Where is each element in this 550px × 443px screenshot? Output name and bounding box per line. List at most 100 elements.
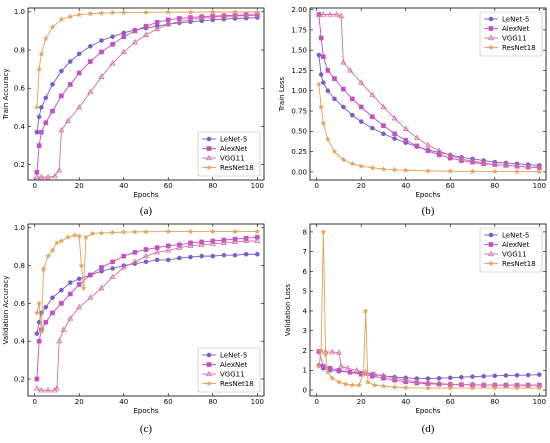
- chart-b-series-vgg11-point: [333, 11, 340, 17]
- chart-b-legend-entry-vgg11-marker: [488, 34, 494, 41]
- chart-d-series-lenet-5-point: [525, 372, 531, 378]
- chart-d-series-alexnet-point: [327, 366, 333, 371]
- chart-c-series-resnet18-point: [38, 328, 45, 335]
- chart-d-legend-entry-resnet18-label: ResNet18: [502, 260, 536, 268]
- chart-b-xtick-label: 40: [401, 182, 410, 190]
- chart-c-series-vgg11-point: [232, 238, 239, 245]
- chart-d-series-vgg11-point: [480, 381, 487, 388]
- chart-d-series-resnet18-point: [360, 371, 367, 377]
- chart-c-ytick-label: 0.6: [14, 300, 26, 308]
- chart-c-series-vgg11-point: [53, 385, 60, 391]
- chart-b-ytick-label: 0.75: [291, 107, 307, 115]
- chart-b-series-vgg11-point: [340, 59, 347, 65]
- chart-a-series-vgg11-point: [38, 173, 45, 180]
- chart-c-series-resnet18-point: [76, 233, 83, 239]
- chart-c-series-vgg11-point: [109, 273, 116, 280]
- chart-c-series-alexnet-point: [99, 265, 104, 270]
- chart-c: 0 20 40 60 80 100 0.2 0.4 0.6 0.8 1.0 Epochs Validat…: [2, 223, 265, 435]
- chart-b-xtick-label: 20: [357, 182, 366, 190]
- chart-a-series-vgg11-point: [45, 173, 52, 180]
- chart-b-series-resnet18-point: [424, 167, 432, 174]
- chart-d-series-lenet-5-point: [436, 375, 442, 381]
- chart-a-series-resnet18-point: [49, 23, 56, 30]
- chart-a-series-lenet-5-point: [76, 51, 82, 57]
- chart-a-series-vgg11-point: [87, 88, 94, 95]
- chart-c-panel-label: (c): [140, 423, 153, 435]
- chart-d-series-resnet18-point: [320, 228, 327, 235]
- chart-b-series-resnet18-point: [536, 168, 543, 175]
- chart-c-series-alexnet-point: [88, 272, 93, 278]
- chart-a-series-alexnet-point: [43, 120, 49, 125]
- chart-c-ytick-label: 0.4: [14, 338, 26, 346]
- chart-d-ytick-label: 5: [303, 288, 307, 296]
- chart-c-series-lenet-5-point: [68, 280, 73, 285]
- chart-c-series-alexnet-point: [43, 319, 49, 325]
- chart-d-series-vgg11-point: [371, 370, 378, 377]
- chart-c-xtick-label: 40: [119, 398, 128, 406]
- chart-c-series-resnet18-point: [58, 237, 65, 244]
- chart-b-ytick-label: 2.00: [291, 6, 307, 14]
- chart-c-series-resnet18-point: [80, 285, 87, 291]
- chart-b-series-alexnet-point: [436, 152, 442, 158]
- chart-b-series-vgg11-point: [469, 157, 476, 164]
- chart-b-series-vgg11-point: [458, 155, 465, 161]
- chart-d-ytick-label: 0: [303, 386, 307, 394]
- chart-a-series-vgg11-point: [220, 13, 227, 19]
- chart-a-series-lenet-5-point: [39, 105, 44, 110]
- chart-a-series-alexnet-point: [132, 28, 138, 34]
- chart-c-series-vgg11-point: [60, 326, 67, 332]
- chart-d: 0 20 40 60 80 100 0 1 2 3 4 5 6 7 8 Epochs Validation Lo…: [284, 223, 547, 435]
- chart-c-xtick-label: 20: [75, 398, 84, 406]
- chart-c-series-lenet-5-point: [34, 331, 40, 336]
- chart-d-ytick-label: 4: [303, 307, 308, 315]
- chart-d-series-resnet18-point: [355, 381, 362, 388]
- chart-c-series-vgg11: [33, 237, 261, 393]
- chart-a-series-vgg11-point: [154, 25, 161, 32]
- chart-a-series-alexnet-point: [59, 93, 64, 99]
- chart-c-series-vgg11-point: [76, 303, 83, 310]
- chart-c-legend-entry-lenet-5-label: LeNet-5: [220, 351, 247, 359]
- chart-d-series-lenet-5-point: [470, 374, 475, 379]
- chart-a-series-resnet18-point: [98, 10, 105, 16]
- chart-c-series-vgg11-point: [131, 258, 138, 264]
- chart-b-series-lenet-5-point: [318, 72, 324, 77]
- chart-b-series-resnet18-point: [349, 160, 356, 167]
- chart-c-series-resnet18-point: [254, 228, 261, 235]
- chart-a-legend-entry-vgg11-label: VGG11: [220, 154, 245, 162]
- chart-b-series-resnet18-point: [331, 148, 338, 155]
- chart-d-series-alexnet-point: [321, 364, 326, 369]
- chart-b-series-alexnet-point: [358, 104, 364, 110]
- chart-b-series-vgg11-point: [347, 67, 354, 73]
- chart-a-series-alexnet-point: [68, 82, 73, 87]
- chart-a-series-vgg11-point: [51, 172, 58, 179]
- chart-d-series-resnet18-point: [318, 347, 325, 354]
- chart-a-legend-entry-resnet18-label: ResNet18: [220, 164, 254, 172]
- chart-b-series-alexnet-point: [341, 86, 346, 92]
- chart-a-series-alexnet-point: [76, 70, 82, 76]
- chart-c-series-resnet18-point: [40, 266, 47, 272]
- chart-c-series-resnet18: [33, 228, 261, 335]
- chart-c-series-alexnet-point: [68, 291, 73, 297]
- chart-d-series-lenet-5-point: [537, 372, 542, 377]
- chart-c-series-resnet18-point: [53, 239, 60, 246]
- chart-b-ytick-label: 1.75: [291, 26, 307, 34]
- chart-b-series-resnet18-point: [369, 164, 376, 171]
- chart-c-series-vgg11-point: [67, 315, 74, 321]
- chart-c-series-alexnet-point: [132, 250, 138, 255]
- chart-c-series-vgg11-point: [45, 386, 52, 393]
- chart-c-series-lenet-5-point: [232, 252, 238, 258]
- chart-d-legend-entry-alexnet-marker: [488, 242, 494, 247]
- chart-c-series-vgg11-point: [254, 237, 261, 244]
- chart-b-series-vgg11-point: [447, 152, 454, 158]
- chart-c-series-vgg11-point: [187, 242, 194, 248]
- chart-c-xtick-label: 60: [164, 398, 173, 406]
- chart-a-series-lenet-5: [34, 15, 260, 135]
- chart-c-series-alexnet-point: [34, 376, 40, 382]
- chart-a-series-vgg11-point: [131, 39, 138, 45]
- chart-c-series-resnet18-point: [120, 228, 127, 235]
- chart-a-series-vgg11-line: [36, 14, 258, 178]
- chart-a-series-alexnet-point: [143, 23, 149, 29]
